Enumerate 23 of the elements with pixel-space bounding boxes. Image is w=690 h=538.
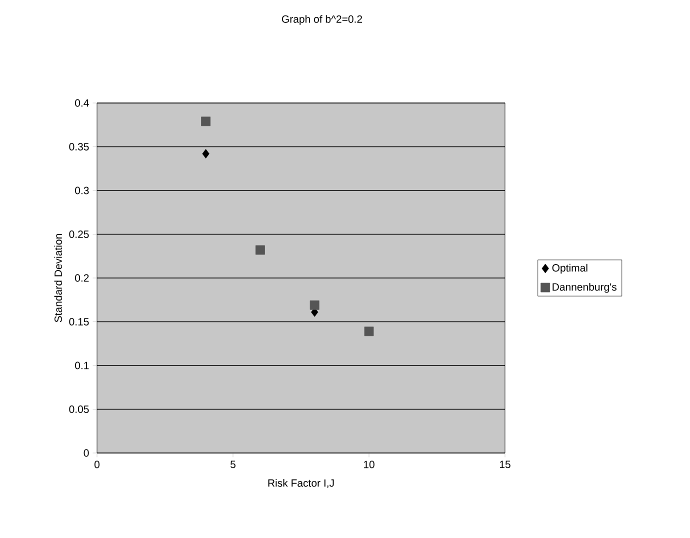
chart-title: Graph of b^2=0.2 <box>282 15 362 25</box>
y-tick-label: 0.05 <box>69 406 89 413</box>
y-tick-label: 0.15 <box>69 318 89 326</box>
x-tick-label: 15 <box>500 460 510 468</box>
y-tick-label: 0.2 <box>75 274 89 282</box>
point <box>364 326 374 336</box>
legend-label: Optimal <box>552 264 588 274</box>
y-tick-label: 0.25 <box>69 230 89 238</box>
point <box>310 300 320 310</box>
x-tick-label: 5 <box>230 460 236 468</box>
point <box>256 245 265 255</box>
point <box>201 116 210 126</box>
y-tick-label: 0.4 <box>75 99 89 107</box>
y-tick-label: 0.1 <box>75 362 89 370</box>
point <box>202 149 210 158</box>
y-tick-label: 0 <box>84 449 89 457</box>
x-axis-title: Risk Factor I,J <box>268 479 334 488</box>
y-axis-title: Standard Deviation <box>54 234 62 322</box>
x-tick-label: 0 <box>94 460 100 468</box>
x-tick-label: 10 <box>364 460 374 468</box>
legend-label: Dannenburg's <box>552 282 616 293</box>
y-tick-label: 0.35 <box>69 143 89 150</box>
y-tick-label: 0.3 <box>75 186 89 194</box>
